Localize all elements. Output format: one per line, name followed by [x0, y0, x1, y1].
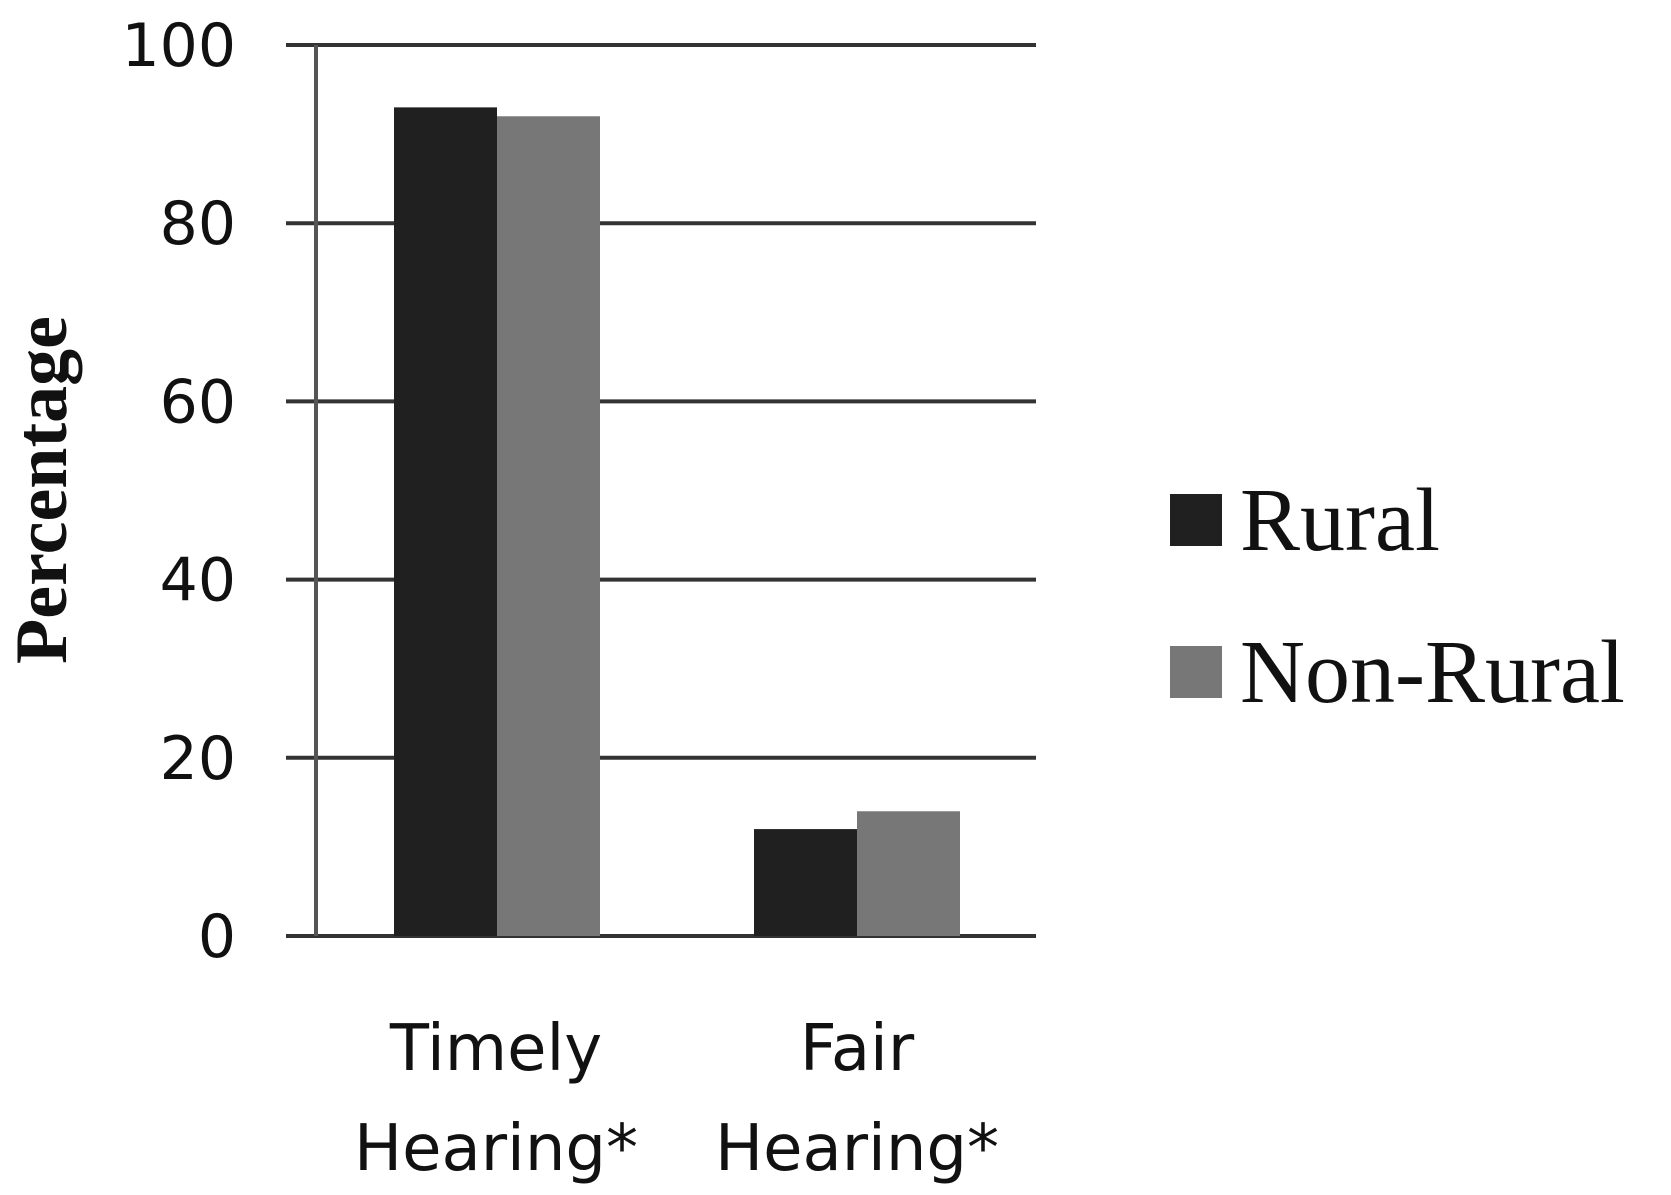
bar-non-rural-0 — [497, 116, 600, 936]
x-category-label: Fair — [800, 1012, 915, 1086]
bar-non-rural-1 — [857, 811, 960, 936]
y-tick-label: 80 — [160, 189, 236, 259]
y-tick-label: 0 — [198, 902, 236, 972]
legend-label: Rural — [1240, 471, 1440, 570]
x-category-label: Hearing* — [715, 1112, 999, 1186]
legend-swatch — [1170, 646, 1222, 698]
y-tick-label: 100 — [121, 11, 236, 81]
bar-rural-1 — [754, 829, 857, 936]
bar-rural-0 — [394, 107, 497, 937]
x-category-labels: Timely Hearing* Fair Hearing* — [354, 1012, 999, 1186]
legend-swatch — [1170, 494, 1222, 546]
y-axis-title: Percentage — [1, 316, 83, 664]
legend-label: Non-Rural — [1240, 623, 1625, 722]
legend: Rural Non-Rural — [1170, 471, 1625, 722]
y-tick-label: 40 — [160, 546, 236, 616]
x-category-label: Hearing* — [354, 1112, 638, 1186]
x-category-label: Timely — [389, 1012, 602, 1086]
y-tick-label: 20 — [160, 724, 236, 794]
bars — [394, 107, 960, 937]
y-tick-label: 60 — [160, 367, 236, 437]
y-tick-labels: 0 20 40 60 80 100 — [121, 11, 236, 972]
